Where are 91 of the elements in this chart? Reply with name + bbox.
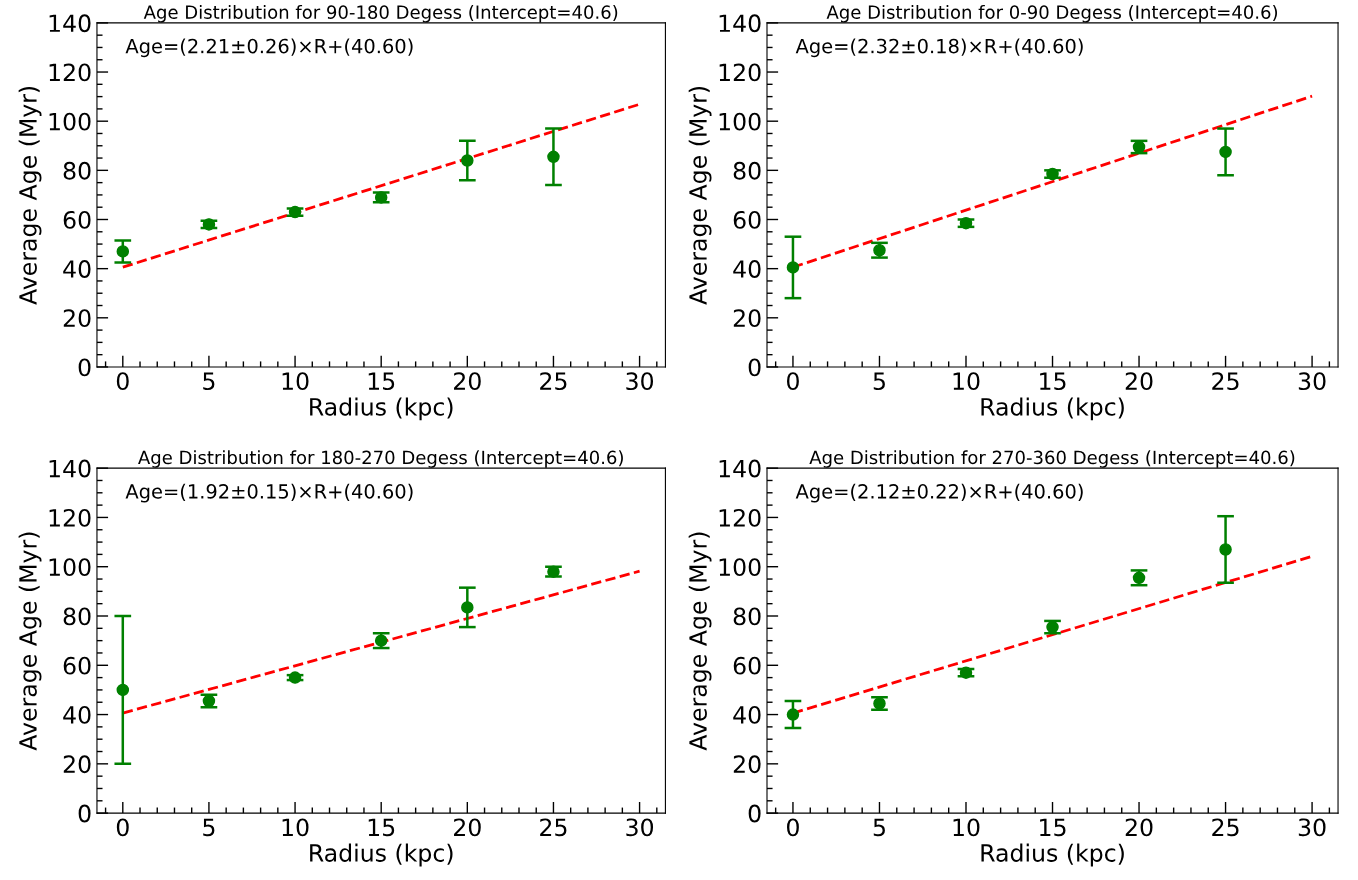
x-tick-label: 20 (1125, 818, 1153, 837)
point (786, 261, 800, 274)
x-axis-title: Radius (kpc) (310, 843, 453, 867)
point (116, 683, 130, 697)
y-tick-label: 80 (63, 161, 91, 180)
point (547, 150, 560, 164)
point (1046, 167, 1059, 181)
annotation: Age=(2.21±0.26)×R+(40.60) (125, 38, 413, 58)
point (288, 671, 302, 684)
y-tick-label: 80 (63, 607, 91, 626)
x-tick-label: 10 (953, 372, 980, 391)
y-tick-label: 100 (719, 558, 761, 577)
y-tick-label: 0 (748, 358, 761, 377)
annotation: Age=(2.32±0.18)×R+(40.60) (795, 38, 1083, 58)
y-tick-label: 60 (733, 210, 761, 229)
y-axis-title: Average Age (Myr) (688, 532, 712, 751)
x-tick-label: 10 (953, 818, 980, 837)
point (873, 697, 886, 710)
y-tick-label: 80 (733, 161, 761, 180)
x-tick-label: 20 (1125, 372, 1153, 391)
y-tick-label: 0 (748, 804, 761, 823)
point (461, 154, 474, 167)
x-tick-label: 0 (116, 818, 129, 837)
y-tick-label: 120 (719, 508, 761, 527)
y-tick-label: 0 (78, 358, 91, 377)
y-tick-label: 20 (733, 309, 761, 328)
x-tick-label: 30 (626, 818, 654, 837)
point (1219, 543, 1232, 556)
x-tick-label: 5 (873, 818, 885, 837)
x-tick-label: 5 (203, 372, 215, 391)
point (116, 245, 130, 258)
point (873, 243, 886, 257)
x-tick-label: 20 (454, 372, 481, 391)
x-axis-title: Radius (kpc) (981, 843, 1124, 867)
y-axis-title: Average Age (Myr) (18, 86, 42, 305)
x-tick-label: 25 (540, 818, 567, 837)
x-tick-label: 10 (282, 818, 309, 837)
x-tick-label: 30 (1298, 818, 1326, 837)
y-tick-label: 0 (78, 804, 91, 823)
x-tick-label: 5 (203, 818, 215, 837)
x-tick-label: 25 (1212, 818, 1239, 837)
y-tick-label: 120 (719, 63, 761, 82)
x-tick-label: 15 (368, 818, 395, 837)
x-tick-label: 20 (454, 818, 481, 837)
y-tick-label: 100 (719, 112, 761, 131)
y-tick-label: 140 (719, 14, 761, 33)
x-tick-label: 0 (787, 818, 799, 837)
y-axis-title: Average Age (Myr) (18, 532, 42, 751)
chart-title: Age Distribution for 180-270 Degess (Intercept=40.6) (138, 450, 623, 468)
x-tick-label: 0 (787, 372, 799, 391)
y-tick-label: 100 (49, 112, 91, 131)
annotation: Age=(2.12±0.22)×R+(40.60) (795, 483, 1083, 503)
y-tick-label: 60 (733, 656, 761, 675)
x-axis-title: Radius (kpc) (310, 397, 453, 421)
point (547, 565, 560, 578)
y-tick-label: 120 (49, 508, 91, 527)
chart-title: Age Distribution for 90-180 Degess (Intercept=40.6) (143, 4, 618, 23)
y-tick-label: 40 (63, 260, 91, 278)
y-tick-label: 20 (63, 309, 91, 328)
y-tick-label: 80 (733, 607, 761, 626)
x-tick-label: 30 (1298, 372, 1326, 391)
x-tick-label: 25 (1212, 372, 1239, 391)
x-axis-title: Radius (kpc) (981, 397, 1124, 421)
x-tick-label: 15 (1040, 372, 1066, 391)
y-tick-label: 140 (49, 14, 91, 33)
x-tick-label: 25 (540, 372, 567, 391)
x-tick-label: 0 (116, 372, 129, 391)
x-tick-label: 10 (282, 372, 309, 391)
y-tick-label: 100 (49, 558, 91, 577)
annotation: Age=(1.92±0.15)×R+(40.60) (125, 483, 413, 503)
point (1219, 145, 1232, 159)
y-tick-label: 40 (733, 260, 761, 278)
x-tick-label: 30 (626, 372, 654, 391)
y-tick-label: 40 (63, 706, 91, 724)
y-tick-label: 140 (49, 459, 91, 478)
x-tick-label: 15 (1040, 818, 1066, 837)
chart-title: Age Distribution for 0-90 Degess (Intercept=40.6) (826, 4, 1278, 23)
x-tick-label: 5 (873, 372, 885, 391)
y-tick-label: 20 (733, 755, 761, 774)
y-axis-title: Average Age (Myr) (688, 86, 712, 305)
y-tick-label: 120 (49, 63, 91, 82)
y-tick-label: 60 (63, 656, 91, 675)
point (1046, 620, 1059, 634)
chart-title: Age Distribution for 270-360 Degess (Intercept=40.6) (809, 450, 1295, 468)
x-tick-label: 15 (368, 372, 395, 391)
y-tick-label: 140 (719, 459, 761, 478)
point (786, 708, 800, 721)
y-tick-label: 40 (733, 706, 761, 724)
point (461, 601, 474, 614)
y-tick-label: 20 (63, 755, 91, 774)
y-tick-label: 60 (63, 210, 91, 229)
